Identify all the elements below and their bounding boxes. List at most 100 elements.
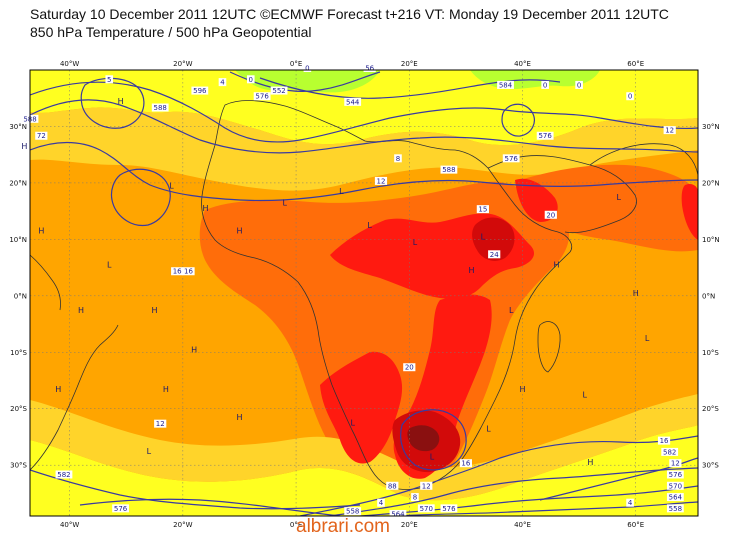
contour-label-bg xyxy=(476,205,489,214)
contour-label: 72 xyxy=(37,132,46,140)
contour-label-bg xyxy=(35,131,48,140)
forecast-title: Saturday 10 December 2011 12UTC ©ECMWF F… xyxy=(30,6,669,22)
contour-label-bg xyxy=(218,78,227,87)
longitude-label: 20°E xyxy=(401,60,418,68)
contour-label-bg xyxy=(377,498,385,507)
temperature-red-south xyxy=(320,351,403,464)
contour-label-bg xyxy=(344,97,362,106)
contour-label-bg xyxy=(440,504,458,513)
contour-label: 8 xyxy=(396,155,400,163)
contour-label: 15 xyxy=(478,206,487,214)
longitude-label: 0°E xyxy=(290,521,302,529)
contour-label-bg xyxy=(459,459,472,468)
latitude-label: 20°N xyxy=(9,179,27,187)
contour-label-bg xyxy=(502,154,520,163)
pressure-center-label: L xyxy=(645,334,650,343)
contour-label: 576 xyxy=(114,505,128,513)
pressure-center-label: H xyxy=(78,306,84,315)
contour-label: 12 xyxy=(422,482,431,490)
contour-label-bg xyxy=(669,459,682,468)
pressure-center-label: L xyxy=(367,221,372,230)
contour-label-bg xyxy=(666,504,684,513)
latitude-label: 0°N xyxy=(14,292,27,300)
contour-label-bg xyxy=(151,103,169,112)
contour-label-bg xyxy=(666,470,684,479)
pressure-center-label: L xyxy=(509,306,514,315)
pressure-center-label: L xyxy=(350,419,355,428)
contour-label-bg xyxy=(411,493,419,502)
contour-label-bg xyxy=(403,363,416,372)
latitude-label: 20°S xyxy=(10,405,27,413)
pressure-center-label: L xyxy=(617,193,622,202)
longitude-label: 40°E xyxy=(514,60,531,68)
pressure-center-label: L xyxy=(481,232,486,241)
map-frame xyxy=(29,69,699,517)
longitude-label: 20°E xyxy=(401,521,418,529)
contour-label-bg xyxy=(417,504,435,513)
contour-label-bg xyxy=(661,447,679,456)
latitude-label: 0°N xyxy=(702,292,715,300)
pressure-center-label: L xyxy=(583,390,588,399)
contour-label: 88 xyxy=(388,482,397,490)
contour-label-bg xyxy=(626,498,634,507)
latitude-label: 30°S xyxy=(10,462,27,470)
contour-label: 16 xyxy=(173,268,182,276)
contour-label-bg xyxy=(420,481,433,490)
contour-label: 12 xyxy=(377,177,386,185)
longitude-label: 40°W xyxy=(60,60,79,68)
contour-label-bg xyxy=(663,126,676,135)
contour-label: 576 xyxy=(442,505,456,513)
contour-label-bg xyxy=(488,250,501,259)
contour-label: 564 xyxy=(669,494,683,502)
contour-label-bg xyxy=(363,64,376,72)
pressure-center-label: H xyxy=(587,458,593,467)
contour-label-bg xyxy=(657,436,671,445)
contour-label: 558 xyxy=(669,505,682,513)
contour-label: 576 xyxy=(669,471,683,479)
pressure-center-label: H xyxy=(38,227,44,236)
longitude-label: 0°E xyxy=(290,60,302,68)
contour-label: 570 xyxy=(669,482,682,490)
contour-label-bg xyxy=(544,210,557,219)
contour-label-bg xyxy=(374,176,388,185)
pressure-center-label: H xyxy=(55,385,61,394)
pressure-center-label: H xyxy=(236,413,242,422)
contour-label-bg xyxy=(112,504,129,513)
contour-label-bg xyxy=(55,470,73,479)
contour-label-bg xyxy=(386,481,399,490)
contour-label-bg xyxy=(541,80,549,89)
temperature-red-india xyxy=(681,183,698,240)
contour-label: 576 xyxy=(255,93,269,101)
contour-label-bg xyxy=(182,267,195,276)
contour-label: 0 xyxy=(305,65,309,73)
latitude-labels-right: 30°N 20°N 10°N 0°N 10°S 20°S 30°S xyxy=(702,123,720,470)
pressure-center-label: H xyxy=(152,306,158,315)
contour-label: 12 xyxy=(671,460,680,468)
longitude-label: 20°W xyxy=(173,60,192,68)
latitude-labels-left: 30°N 20°N 10°N 0°N 10°S 20°S 30°S xyxy=(9,123,27,470)
longitude-label: 20°W xyxy=(173,521,192,529)
pressure-center-label: H xyxy=(469,266,475,275)
contour-label-bg xyxy=(626,92,634,101)
contour-label: 24 xyxy=(490,251,499,259)
temperature-core-south xyxy=(407,425,440,452)
contour-label: 582 xyxy=(57,471,70,479)
contour-label: 8 xyxy=(413,494,417,502)
contour-label: 596 xyxy=(193,87,207,95)
contour-label: 5 xyxy=(107,76,111,84)
temperature-extreme-horn xyxy=(472,217,515,261)
contour-label: 0 xyxy=(543,81,547,89)
contour-label: 16 xyxy=(184,268,193,276)
contour-label: 56 xyxy=(365,65,374,73)
latitude-label: 10°S xyxy=(10,349,27,357)
latitude-label: 30°S xyxy=(702,462,719,470)
longitude-label: 40°E xyxy=(514,521,531,529)
pressure-center-label: L xyxy=(339,187,344,196)
pressure-center-label: H xyxy=(553,261,559,270)
pressure-center-label: L xyxy=(486,424,491,433)
pressure-center-label: L xyxy=(169,182,174,191)
contour-label: 20 xyxy=(546,211,555,219)
contour-label: 576 xyxy=(538,132,552,140)
contour-label: 588 xyxy=(442,166,455,174)
longitude-label: 60°E xyxy=(627,521,644,529)
